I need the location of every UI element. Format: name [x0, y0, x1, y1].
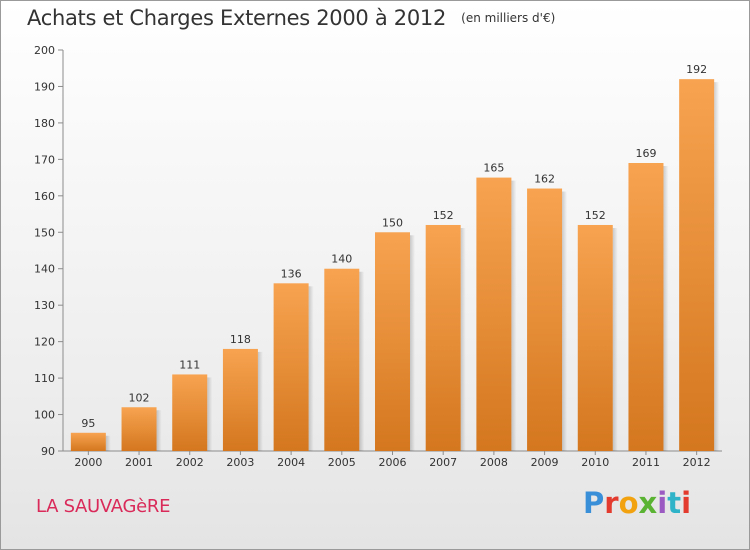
- logo-letter: P: [583, 486, 605, 520]
- y-tick-label: 150: [34, 226, 55, 239]
- bar-2000: [70, 432, 106, 451]
- bar-shadow: [156, 410, 162, 451]
- bar-shadow: [562, 191, 568, 451]
- data-label-2004: 136: [281, 267, 302, 280]
- bar-2006: [375, 232, 410, 451]
- x-tick-label-2005: 2005: [328, 456, 356, 469]
- data-label-2003: 118: [230, 333, 251, 346]
- y-tick-label: 110: [34, 372, 55, 385]
- x-tick-label-2012: 2012: [683, 456, 711, 469]
- y-tick-label: 120: [34, 336, 55, 349]
- bar-shadow: [663, 166, 669, 451]
- x-tick-label-2008: 2008: [480, 456, 508, 469]
- bar-shadow: [105, 435, 111, 451]
- y-tick-label: 100: [34, 409, 55, 422]
- bar-shadow: [612, 227, 618, 451]
- y-tick-label: 200: [34, 44, 55, 57]
- bar-2011: [628, 163, 664, 451]
- logo-letter: o: [618, 486, 639, 520]
- data-label-2002: 111: [179, 358, 200, 371]
- bar-2008: [476, 177, 512, 451]
- data-label-2009: 162: [534, 173, 555, 186]
- x-tick-label-2003: 2003: [226, 456, 254, 469]
- chart-title: Achats et Charges Externes 2000 à 2012: [27, 6, 447, 30]
- x-tick-label-2000: 2000: [74, 456, 102, 469]
- logo-letter: i: [657, 486, 668, 520]
- logo-letter: i: [681, 486, 692, 520]
- data-label-2011: 169: [635, 147, 656, 160]
- chart-title-block: Achats et Charges Externes 2000 à 2012 (…: [27, 6, 555, 30]
- data-label-2000: 95: [81, 417, 95, 430]
- x-tick-label-2002: 2002: [176, 456, 204, 469]
- bar-2007: [425, 224, 461, 451]
- data-label-2005: 140: [331, 253, 352, 266]
- data-label-2006: 150: [382, 216, 403, 229]
- bar-2003: [222, 348, 258, 451]
- bar-shadow: [359, 271, 365, 451]
- logo-letter: x: [638, 486, 658, 520]
- bar-2001: [121, 407, 157, 451]
- data-label-2010: 152: [585, 209, 606, 222]
- y-tick-label: 90: [41, 445, 55, 458]
- bar-2004: [273, 283, 309, 451]
- place-name: LA SAUVAGèRE: [36, 496, 171, 517]
- x-tick-label-2001: 2001: [125, 456, 153, 469]
- y-tick-label: 180: [34, 117, 55, 130]
- y-tick-label: 160: [34, 190, 55, 203]
- bar-2010: [577, 224, 613, 451]
- bar-2002: [172, 374, 208, 451]
- bar-shadow: [410, 235, 415, 451]
- y-tick-label: 170: [34, 153, 55, 166]
- logo-letter: r: [604, 486, 619, 520]
- bar-shadow: [207, 377, 213, 451]
- x-tick-label-2007: 2007: [429, 456, 457, 469]
- bar-2005: [324, 268, 360, 451]
- bar-shadow: [714, 82, 720, 451]
- x-tick-label-2006: 2006: [379, 456, 407, 469]
- data-label-2012: 192: [686, 63, 707, 76]
- bar-shadow: [257, 351, 263, 451]
- y-tick-label: 130: [34, 299, 55, 312]
- x-tick-label-2010: 2010: [581, 456, 609, 469]
- proxiti-logo: Proxiti: [583, 486, 691, 520]
- data-label-2008: 165: [483, 162, 504, 175]
- bar-2009: [527, 188, 563, 451]
- bar-shadow: [511, 180, 517, 451]
- y-tick-label: 140: [34, 263, 55, 276]
- data-label-2007: 152: [433, 209, 454, 222]
- x-tick-label-2011: 2011: [632, 456, 660, 469]
- chart-unit: (en milliers d'€): [461, 11, 556, 25]
- data-label-2001: 102: [129, 391, 150, 404]
- y-tick-label: 190: [34, 80, 55, 93]
- logo-letter: t: [667, 486, 682, 520]
- x-tick-label-2009: 2009: [531, 456, 559, 469]
- bar-2012: [679, 79, 715, 451]
- bar-shadow: [460, 227, 466, 451]
- bar-shadow: [308, 286, 314, 451]
- x-tick-label-2004: 2004: [277, 456, 305, 469]
